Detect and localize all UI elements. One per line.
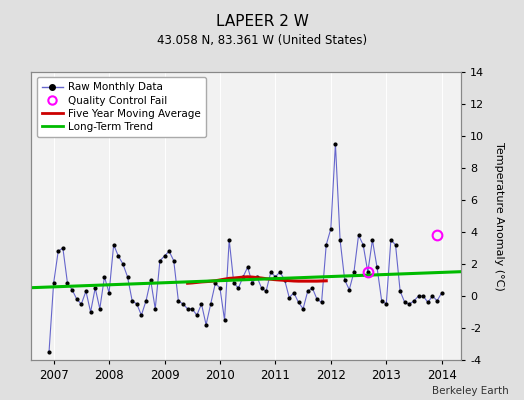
Text: 43.058 N, 83.361 W (United States): 43.058 N, 83.361 W (United States)	[157, 34, 367, 47]
Text: Berkeley Earth: Berkeley Earth	[432, 386, 508, 396]
Text: LAPEER 2 W: LAPEER 2 W	[215, 14, 309, 29]
Y-axis label: Temperature Anomaly (°C): Temperature Anomaly (°C)	[494, 142, 504, 290]
Legend: Raw Monthly Data, Quality Control Fail, Five Year Moving Average, Long-Term Tren: Raw Monthly Data, Quality Control Fail, …	[37, 77, 206, 137]
